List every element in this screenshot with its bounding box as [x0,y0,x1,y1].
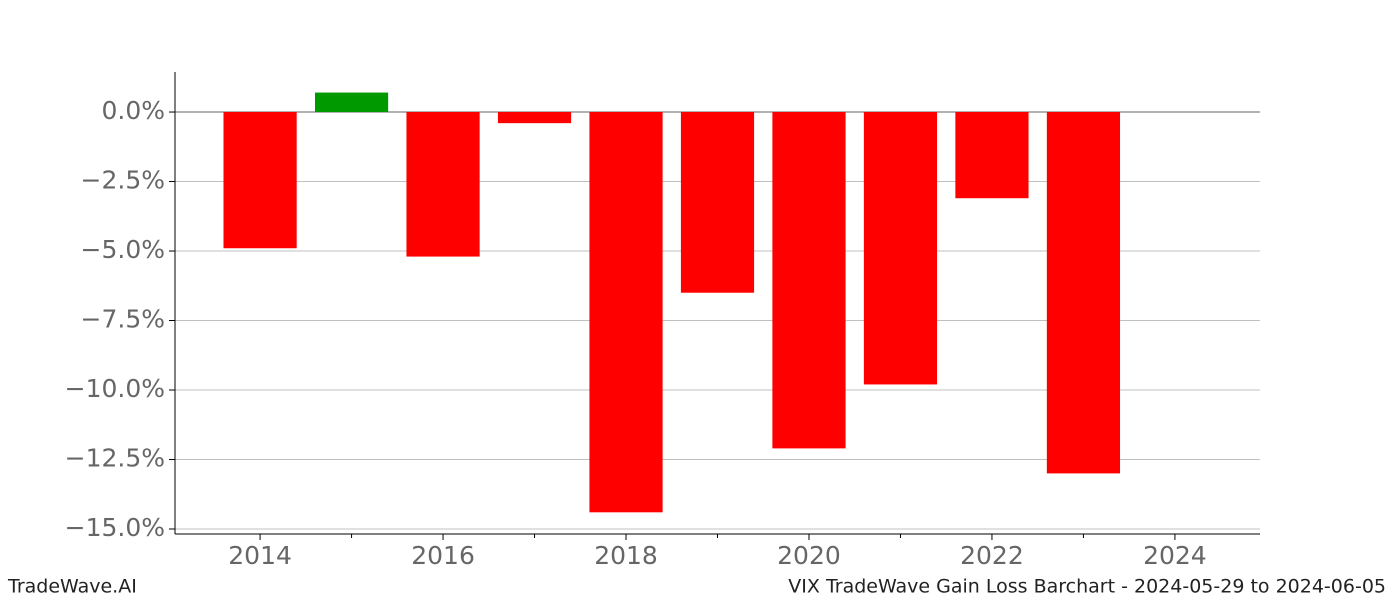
x-tick-label: 2022 [960,541,1024,570]
source: TradeWave.AI [7,576,137,598]
x-tick-label: 2024 [1143,541,1207,570]
chart-title: VIX TradeWave Gain Loss Barchart - 2024-… [788,576,1386,598]
bar [497,112,572,124]
x-tick-label: 2020 [777,541,841,570]
y-tick-label: −2.5% [81,166,165,195]
y-tick-label: −15.0% [65,513,165,542]
y-tick-label: −10.0% [65,374,165,403]
y-tick-label: −5.0% [81,235,165,264]
x-tick-label: 2014 [228,541,292,570]
bar [1046,112,1121,474]
y-tick-label: −12.5% [65,444,165,473]
bar [589,112,663,513]
bar [863,112,938,385]
x-tick-label: 2018 [594,541,658,570]
bar [314,92,389,113]
x-tick-label: 2016 [411,541,475,570]
bar [680,112,755,293]
bar [955,112,1029,199]
bar [406,112,480,257]
y-tick-label: 0.0% [101,96,165,125]
bar [223,112,297,249]
bar [772,112,846,449]
y-tick-label: −7.5% [81,305,165,334]
